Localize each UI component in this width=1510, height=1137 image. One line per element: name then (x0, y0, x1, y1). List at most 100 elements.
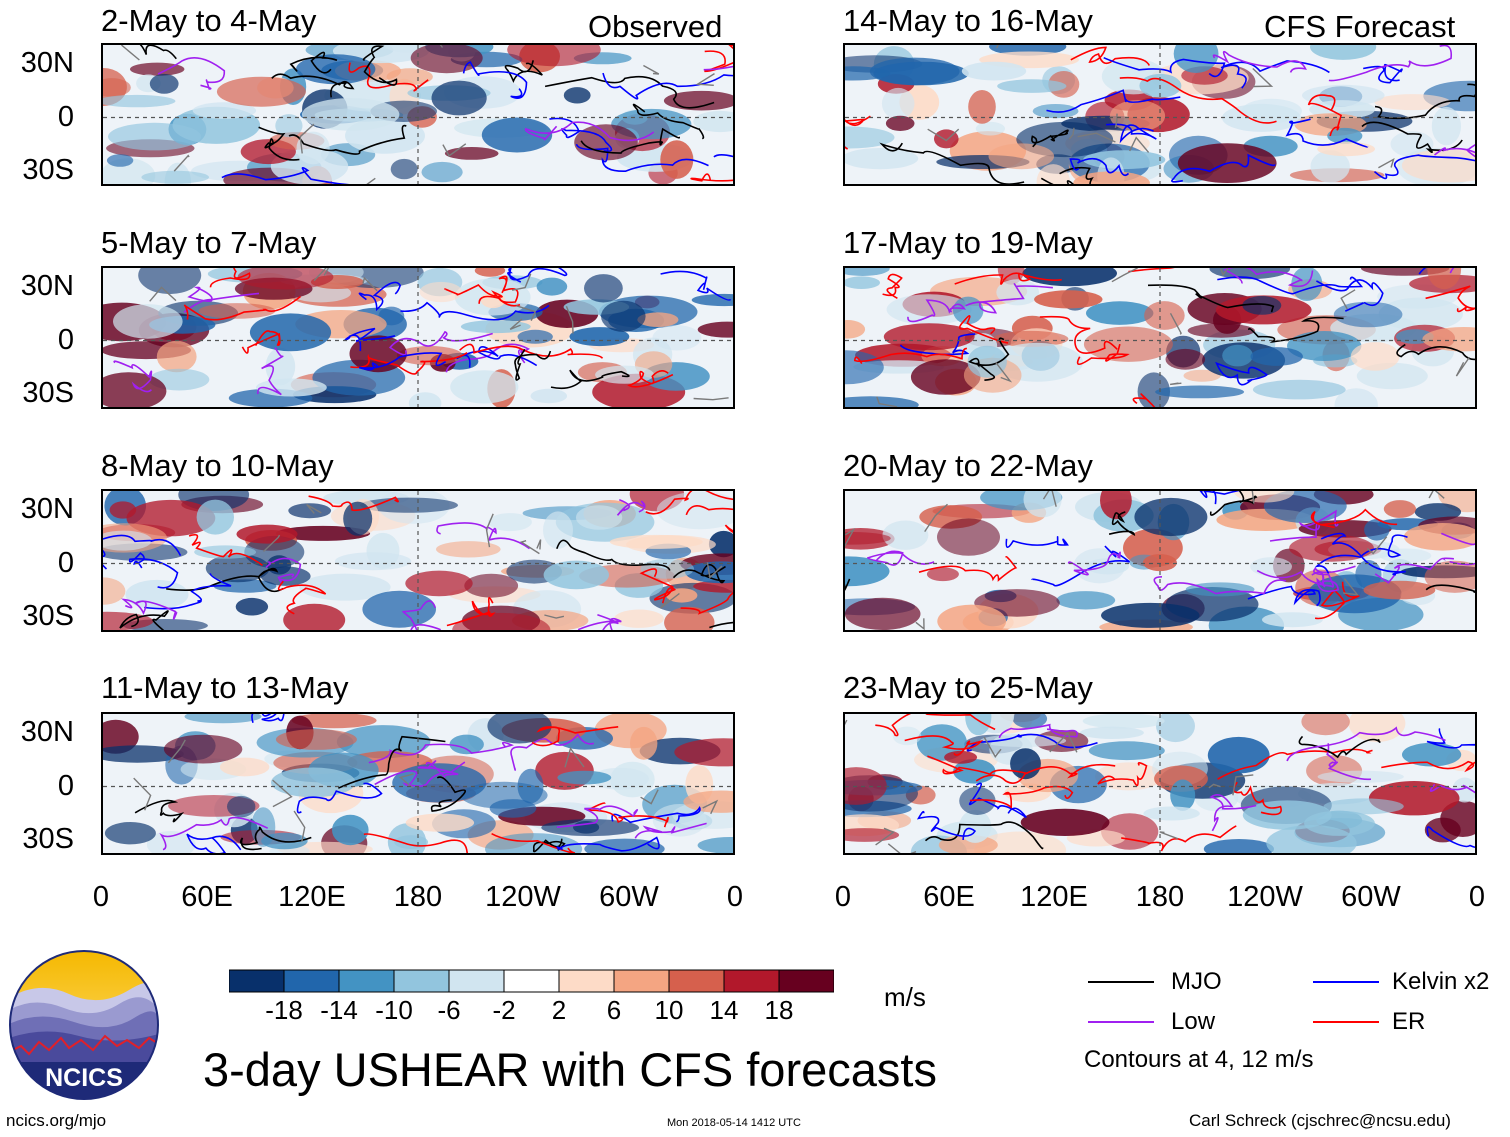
coastline (1251, 491, 1255, 504)
contour-line (436, 522, 530, 550)
contour-line (1361, 121, 1463, 154)
coastline (1428, 491, 1445, 499)
shading-blob (869, 57, 960, 86)
shading-blob (1036, 164, 1070, 184)
contour-line (491, 832, 576, 853)
shading-blob (1350, 342, 1400, 371)
panel-title: 11-May to 13-May (101, 670, 349, 705)
contour-line (1286, 726, 1446, 762)
contour-line (1209, 794, 1257, 832)
coastline (1068, 127, 1075, 140)
contour-line (660, 270, 732, 301)
shading-blob (1333, 301, 1403, 328)
lat-label: 0 (57, 101, 74, 133)
shading-blob (343, 501, 373, 536)
coastline (1049, 731, 1078, 753)
shading-blob (336, 725, 431, 759)
shading-blob (1183, 369, 1221, 382)
shading-blob (845, 597, 921, 630)
lat-label: 30N (20, 716, 74, 748)
shading-blob (536, 277, 568, 296)
shading-blob (637, 312, 679, 327)
lat-label: 0 (57, 324, 74, 356)
contour-line (954, 272, 1062, 285)
contour-line (241, 330, 281, 354)
coastline (1111, 268, 1138, 283)
contour-line (1059, 166, 1094, 184)
panel-title: 2-May to 4-May (101, 3, 317, 38)
contour-line (550, 369, 630, 390)
contour-line (446, 596, 496, 627)
contour-line (845, 115, 871, 150)
shading-blob (103, 94, 176, 108)
main-title: 3-day USHEAR with CFS forecasts (203, 1043, 937, 1096)
lon-label: 60E (923, 881, 975, 913)
contour-line (1097, 762, 1148, 787)
shading-blob (405, 570, 473, 597)
shading-blob (108, 122, 202, 151)
contour-line (1005, 536, 1069, 549)
contour-line (128, 552, 179, 589)
coastline (876, 396, 898, 407)
contour-line (186, 833, 242, 853)
shading-blob (408, 392, 442, 407)
contour-line (1426, 826, 1475, 849)
shading-blob (302, 98, 400, 131)
map-panel-forecast-2 (843, 266, 1477, 409)
contour-line (113, 360, 153, 393)
shading-blob (584, 274, 623, 303)
shading-blob (156, 340, 197, 373)
legend-label-er: ER (1392, 1008, 1426, 1035)
contour-line (966, 733, 1098, 752)
shading-blob (697, 321, 733, 338)
contour-line (616, 499, 646, 516)
lon-label: 0 (92, 881, 110, 913)
coastline (133, 777, 152, 811)
shading-blob (1301, 714, 1350, 736)
map-panel-forecast-3 (843, 489, 1477, 632)
coastline (1343, 578, 1359, 596)
contour-line (1374, 83, 1475, 120)
shading-blob (845, 268, 890, 276)
lon-label: 120W (1227, 881, 1303, 913)
shading-blob (481, 117, 553, 153)
contour-line (866, 550, 935, 566)
shading-blob (1242, 800, 1332, 830)
shading-blob (1165, 348, 1206, 370)
coastline (706, 562, 723, 579)
shading-blob (575, 505, 623, 530)
contour-line (430, 776, 467, 812)
map-panel-observed-4 (101, 712, 735, 855)
map-field (103, 45, 733, 184)
contour-line (1256, 565, 1356, 588)
contour-line (288, 124, 407, 155)
shading-blob (845, 767, 887, 805)
shading-blob (1252, 379, 1346, 400)
shading-blob (944, 750, 978, 764)
contour-line (602, 72, 733, 100)
contour-line (157, 57, 226, 90)
shading-blob (103, 577, 126, 605)
shading-blob (436, 541, 501, 558)
shading-blob (251, 807, 276, 847)
coastline (516, 305, 537, 321)
shading-blob (1209, 268, 1291, 280)
contour-line (1212, 50, 1307, 73)
footer-author: Carl Schreck (cjschrec@ncsu.edu) (1189, 1111, 1451, 1130)
footer-url[interactable]: ncics.org/mjo (6, 1111, 107, 1130)
colorbar-swatch (448, 969, 505, 993)
contour-line (690, 173, 733, 182)
contour-line (927, 755, 1028, 776)
contour-line (1320, 532, 1406, 576)
contour-line (853, 347, 968, 365)
shading-blob (708, 530, 733, 558)
colorbar-swatch (229, 969, 285, 993)
shading-blob (103, 719, 139, 754)
colorbar-tick-label: 18 (764, 995, 794, 1025)
contour-line (1128, 268, 1175, 273)
shading-blob (460, 320, 531, 334)
shading-blob (1101, 602, 1200, 628)
colorbar-swatch (723, 969, 780, 993)
contour-line (875, 714, 996, 737)
shading-blob (1207, 736, 1270, 774)
